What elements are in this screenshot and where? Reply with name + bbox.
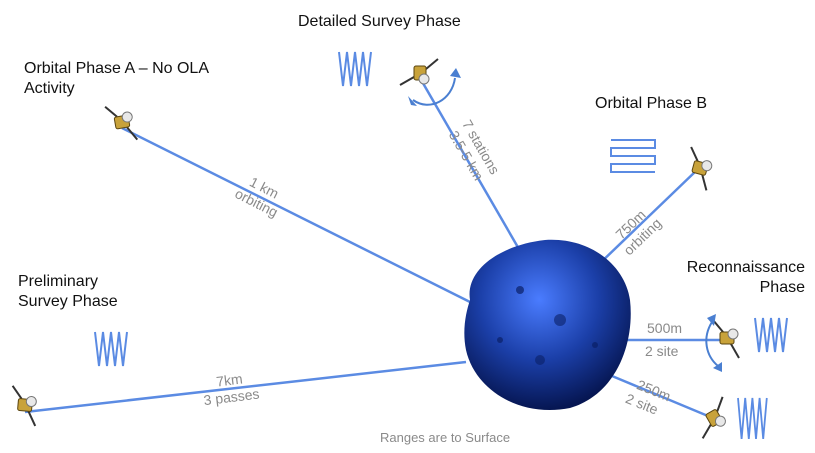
spacecraft-icon	[680, 145, 718, 192]
title-preliminary-line1: Preliminary	[18, 273, 99, 290]
rotation-arrow-icon	[713, 362, 722, 372]
title-recon-line2: Phase	[759, 279, 805, 296]
title-preliminary-line2: Survey Phase	[18, 293, 118, 310]
range-label-recon-500: 500m	[647, 320, 682, 336]
title-orbital-b-text: Orbital Phase B	[595, 95, 708, 112]
zigzag-pattern-icon	[94, 331, 128, 367]
title-preliminary: Preliminary Survey Phase	[18, 272, 118, 312]
title-recon-line1: Reconnaissance	[686, 259, 805, 276]
line-recon-250	[611, 374, 709, 418]
raster-pattern-icon	[610, 139, 656, 173]
footnote: Ranges are to Surface	[380, 430, 511, 445]
rotation-arrow-icon	[705, 321, 719, 367]
title-detailed-text: Detailed Survey Phase	[298, 13, 461, 30]
title-recon: Reconnaissance Phase	[677, 258, 805, 298]
line-preliminary	[24, 360, 467, 414]
title-orbital-b: Orbital Phase B	[595, 94, 707, 114]
spacecraft-icon	[104, 101, 139, 146]
spacecraft-icon	[8, 384, 40, 427]
title-detailed: Detailed Survey Phase	[298, 12, 461, 32]
zigzag-pattern-icon	[754, 317, 788, 353]
line-orbital-b	[594, 169, 698, 269]
rotation-arrow-icon	[412, 77, 456, 106]
line-detailed	[418, 77, 525, 257]
zigzag-pattern-icon	[338, 51, 372, 87]
line-orbital-a	[121, 126, 471, 304]
rotation-arrow-icon	[408, 96, 417, 106]
title-orbital-a: Orbital Phase A – No OLA Activity	[24, 59, 209, 99]
title-orbital-a-line1: Orbital Phase A – No OLA	[24, 60, 209, 77]
mode-label-recon-500: 2 site	[645, 343, 679, 359]
spacecraft-icon	[688, 395, 737, 440]
rotation-arrow-icon	[450, 68, 461, 78]
title-orbital-a-line2: Activity	[24, 80, 75, 97]
range-label-preliminary: 7km	[215, 370, 243, 389]
rotation-arrow-icon	[707, 314, 716, 326]
mode-label-preliminary: 3 passes	[203, 386, 261, 409]
zigzag-pattern-icon	[736, 396, 768, 440]
asteroid-icon	[464, 239, 631, 411]
spacecraft-icon	[399, 58, 439, 86]
